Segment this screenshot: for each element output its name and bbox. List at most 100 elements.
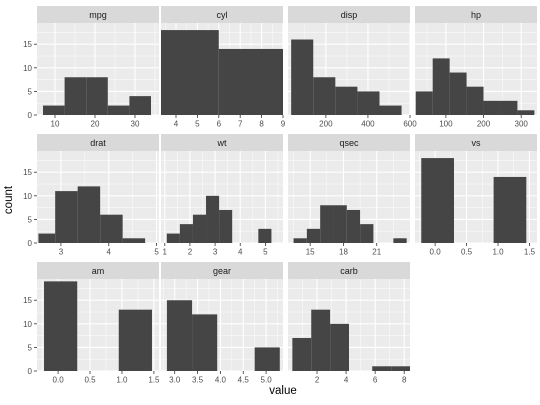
x-tick-label: 5.0 (261, 376, 273, 385)
histogram-bar (291, 39, 314, 116)
x-tick-label: 4 (107, 248, 112, 257)
histogram-bar (357, 91, 380, 115)
x-tick-label: 4.5 (238, 376, 250, 385)
histogram-bar (192, 314, 218, 371)
facet-strip-label: hp (471, 10, 481, 20)
facet-hp: hp 100 200 300 (415, 6, 537, 129)
facet-strip (161, 262, 283, 279)
facet-vs: vs 0.0 0.5 1.0 1.5 (415, 134, 537, 257)
y-tick-label: 15 (23, 168, 32, 177)
x-tick-label: 1.5 (524, 248, 536, 257)
x-tick-label: 30 (131, 120, 140, 129)
x-tick-label: 5 (263, 248, 268, 257)
facet-strip (415, 6, 537, 23)
x-tick-label: 9 (281, 120, 286, 129)
facet-strip (161, 6, 283, 23)
x-tick-label: 4 (238, 248, 243, 257)
x-tick-label: 10 (51, 120, 60, 129)
histogram-bar (218, 48, 283, 116)
x-tick-label: 0.0 (53, 376, 65, 385)
facet-strip-label: carb (340, 266, 358, 276)
histogram-bar (393, 238, 407, 243)
histogram-bar (517, 110, 535, 115)
facet-strip (37, 6, 159, 23)
histogram-bar (166, 233, 180, 243)
y-tick-label: 5 (28, 87, 33, 96)
facet-strip-label: gear (213, 266, 231, 276)
histogram-bar (219, 209, 233, 243)
x-tick-label: 1 (163, 248, 168, 257)
x-tick-label: 3.5 (192, 376, 204, 385)
histogram-bar (360, 224, 374, 243)
x-tick-label: 4.0 (215, 376, 227, 385)
axis-titles-layer: value count (3, 185, 297, 397)
x-tick-label: 18 (339, 248, 348, 257)
histogram-bar (330, 323, 349, 371)
x-tick-label: 200 (477, 120, 491, 129)
facet-strip (415, 134, 537, 151)
facet-cyl: cyl 4 5 6 7 8 9 (161, 6, 286, 129)
x-tick-label: 20 (91, 120, 100, 129)
x-tick-label: 600 (403, 120, 417, 129)
histogram-bar (335, 86, 358, 115)
y-tick-label: 10 (23, 320, 32, 329)
histogram-bar (391, 366, 410, 371)
y-tick-label: 5 (28, 343, 33, 352)
histogram-bar (77, 186, 101, 243)
x-tick-label: 1.0 (116, 376, 128, 385)
histogram-bar (55, 191, 78, 243)
histogram-bar (206, 195, 220, 243)
facet-strip-label: mpg (89, 10, 107, 20)
facet-disp: disp 200 400 600 (288, 6, 417, 129)
facet-drat: drat 3 4 5 0 5 10 15 (23, 134, 159, 257)
histogram-bar (372, 366, 392, 371)
histogram-bar (379, 105, 402, 115)
x-tick-label: 15 (306, 248, 315, 257)
histogram-bar (415, 91, 433, 115)
histogram-bar (320, 205, 334, 243)
facet-strip-label: vs (472, 138, 482, 148)
x-tick-label: 200 (319, 120, 333, 129)
histogram-bar (38, 233, 56, 243)
x-tick-label: 8 (259, 120, 264, 129)
histogram-bar (100, 214, 123, 243)
histogram-bar (421, 158, 454, 243)
facet-strip-label: am (92, 266, 105, 276)
x-axis-title: value (269, 385, 297, 397)
y-axis-title: count (3, 185, 15, 214)
facet-mpg: mpg 10 20 30 0 5 10 15 (23, 6, 159, 129)
y-tick-label: 15 (23, 296, 32, 305)
y-tick-label: 5 (28, 215, 33, 224)
histogram-bar (292, 337, 312, 371)
histogram-bar (166, 300, 193, 371)
histogram-bar (179, 224, 193, 243)
facet-strip-label: cyl (217, 10, 228, 20)
x-tick-label: 8 (402, 376, 407, 385)
histogram-bar (432, 58, 450, 115)
facet-strip (288, 134, 410, 151)
x-tick-label: 3 (59, 248, 64, 257)
x-tick-label: 0.5 (84, 376, 96, 385)
x-tick-label: 3.0 (169, 376, 181, 385)
x-tick-label: 21 (372, 248, 381, 257)
x-tick-label: 2 (188, 248, 193, 257)
facet-strip (37, 262, 159, 279)
facet-gear: gear 3.0 3.5 4.0 4.5 5.0 (161, 262, 283, 385)
histogram-bar (346, 209, 361, 243)
histogram-bar (313, 77, 336, 115)
x-tick-label: 6 (373, 376, 378, 385)
histogram-bar (118, 309, 152, 371)
x-tick-label: 5 (195, 120, 200, 129)
facet-strip-label: drat (90, 138, 106, 148)
histogram-bar (129, 96, 151, 115)
x-tick-label: 3 (213, 248, 218, 257)
facet-am: am 0.0 0.5 1.0 1.5 0 5 10 15 (23, 262, 160, 385)
histogram-bar (483, 100, 501, 115)
x-tick-label: 300 (515, 120, 529, 129)
facet-strip-label: disp (341, 10, 358, 20)
y-tick-label: 0 (28, 367, 33, 376)
y-tick-label: 0 (28, 111, 33, 120)
